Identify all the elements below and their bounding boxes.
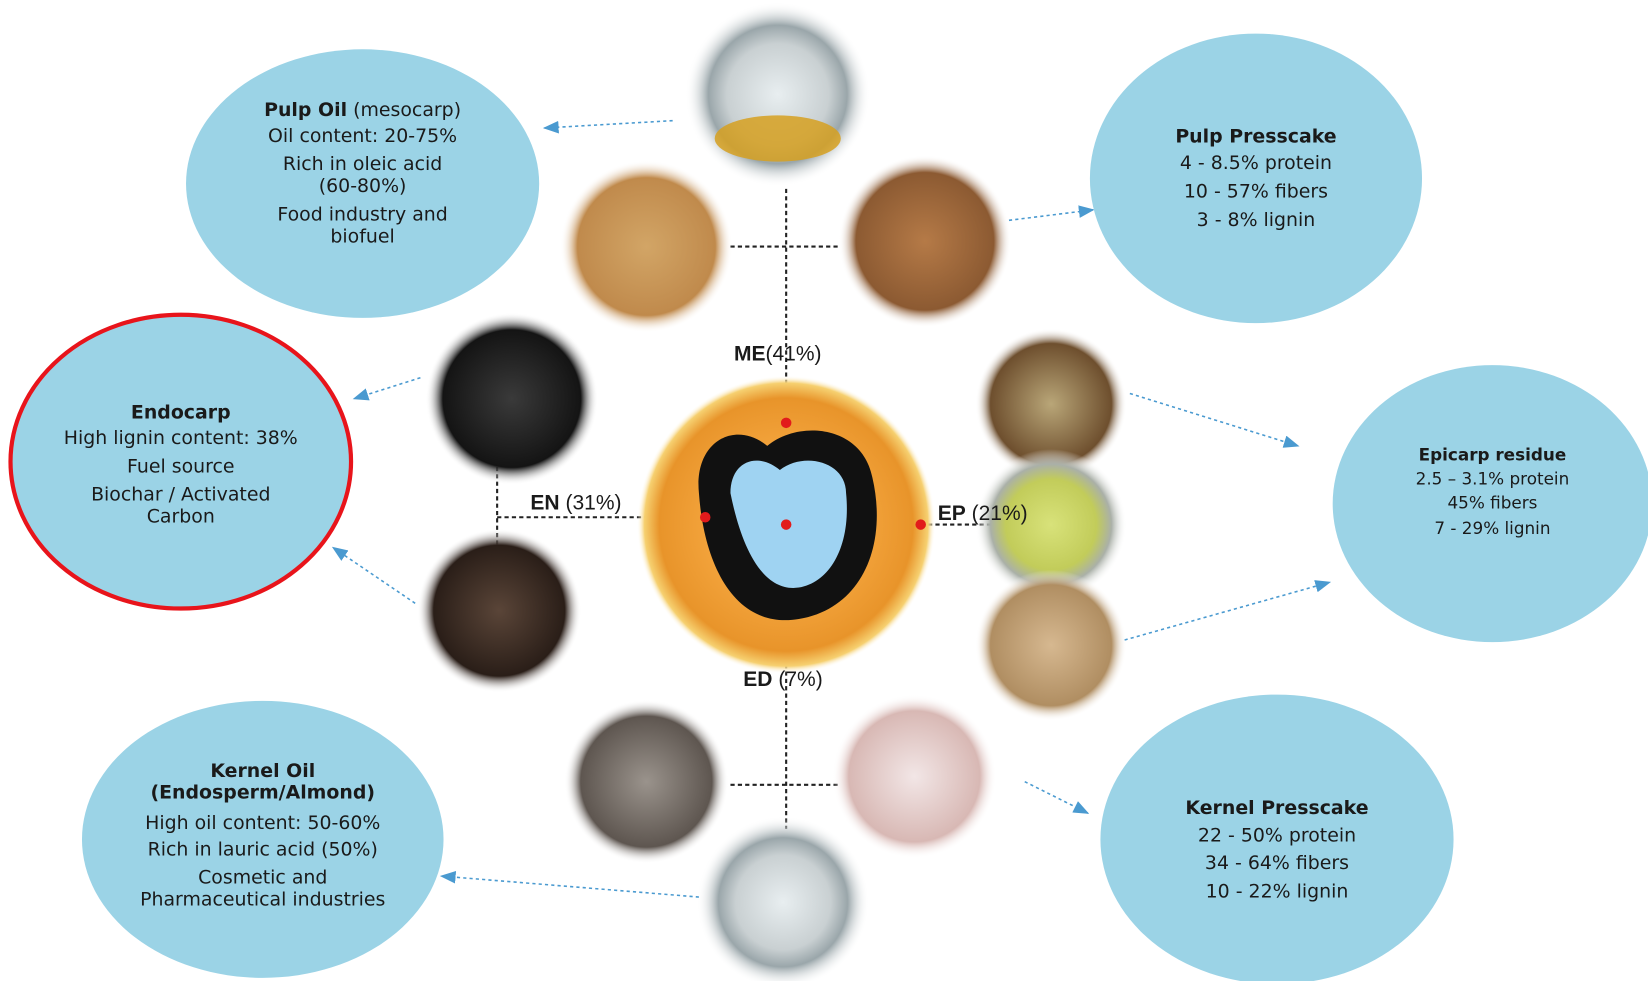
title: Pulp Presscake xyxy=(1175,125,1336,147)
bubble xyxy=(81,700,444,978)
bubble-line: biofuel xyxy=(330,226,394,248)
part-label: ME(41%) xyxy=(734,342,822,365)
bubble-line: 3 - 8% lignin xyxy=(1197,209,1316,231)
part-share: (31%) xyxy=(565,491,621,514)
photo-epicarp-extract xyxy=(975,449,1127,601)
part-abbr: ED xyxy=(743,667,772,690)
photo-kernel-oil xyxy=(696,816,870,981)
arrow xyxy=(542,119,673,134)
bubble-title: Kernel Presscake xyxy=(1185,796,1368,818)
photo-pulp xyxy=(560,160,733,333)
dot xyxy=(915,519,926,530)
bubble-line: High lignin content: 38% xyxy=(64,427,298,449)
part-abbr: EP xyxy=(938,502,966,525)
photos xyxy=(417,2,1127,981)
arrow xyxy=(1129,392,1300,448)
photo-fiber xyxy=(975,569,1127,721)
oil xyxy=(714,115,841,162)
arrow xyxy=(439,870,699,898)
title-note: (mesocarp) xyxy=(353,99,461,121)
bubble-title: Pulp Oil (mesocarp) xyxy=(264,99,461,121)
arrow xyxy=(331,546,416,604)
bubble-line: Fuel source xyxy=(127,455,235,477)
photo-shell xyxy=(417,528,582,693)
bubble-line: Pharmaceutical industries xyxy=(140,889,385,911)
photo-epicarp xyxy=(975,328,1127,480)
fruit xyxy=(636,375,936,674)
bubble-line: 34 - 64% fibers xyxy=(1205,852,1349,874)
bubble xyxy=(186,49,540,318)
bubble-line: 4 - 8.5% protein xyxy=(1180,152,1332,174)
part-label: EN (31%) xyxy=(530,491,621,514)
photo-presscake xyxy=(838,155,1012,328)
part-abbr: ME xyxy=(734,342,766,365)
bubble-line: 2.5 – 3.1% protein xyxy=(1416,468,1570,488)
bubble-line: 10 - 22% lignin xyxy=(1206,880,1349,902)
bubble-line: 22 - 50% protein xyxy=(1198,825,1356,847)
bubble xyxy=(1100,694,1454,981)
part-abbr: EN xyxy=(530,491,559,514)
bubble-subtitle: (Endosperm/Almond) xyxy=(150,782,375,804)
bubble xyxy=(1332,365,1648,643)
title: Epicarp residue xyxy=(1419,444,1567,464)
bubble-line: (60-80%) xyxy=(319,175,407,197)
bubble-line: Rich in oleic acid xyxy=(283,153,442,175)
bubble-line: Biochar / Activated xyxy=(91,484,270,506)
bubble xyxy=(8,312,354,611)
photo-kernel xyxy=(564,699,729,864)
bubble-title: Pulp Presscake xyxy=(1175,125,1336,147)
bubble-line: Food industry and xyxy=(277,204,447,226)
bubble-line: Cosmetic and xyxy=(198,867,327,889)
part-labels: ME(41%) EN (31%) EP (21%) ED (7%) xyxy=(530,342,1027,690)
bubble-line: High oil content: 50-60% xyxy=(145,812,380,834)
part-label: EP (21%) xyxy=(938,502,1028,525)
dot xyxy=(699,512,711,523)
part-share: (41%) xyxy=(765,342,821,365)
bubble-line: Carbon xyxy=(147,506,215,528)
title: Pulp Oil xyxy=(264,99,347,121)
arrow xyxy=(352,376,421,401)
bubble-title: Kernel Oil xyxy=(210,760,315,782)
arrow xyxy=(1008,205,1095,222)
bubble-title: Epicarp residue xyxy=(1419,444,1567,464)
bubble xyxy=(1089,33,1423,324)
title: Kernel Presscake xyxy=(1185,796,1368,818)
bubble-line: Oil content: 20-75% xyxy=(268,125,457,147)
title: Endocarp xyxy=(131,401,231,423)
bubble-line: Rich in lauric acid (50%) xyxy=(148,838,378,860)
dot xyxy=(780,519,792,530)
bubbles: Pulp Oil (mesocarp) Oil content: 20-75% Ri… xyxy=(8,33,1648,981)
photo-endocarp xyxy=(425,312,599,485)
part-share: (7%) xyxy=(778,667,822,690)
arrow xyxy=(1024,780,1090,814)
bubble-line: 45% fibers xyxy=(1447,493,1537,513)
part-share: (21%) xyxy=(972,502,1028,525)
bubble-line: 7 - 29% lignin xyxy=(1434,518,1550,538)
bubble-line: 10 - 57% fibers xyxy=(1184,181,1328,203)
arrow xyxy=(1124,580,1332,641)
part-label: ED (7%) xyxy=(743,667,822,690)
title: Kernel Oil xyxy=(210,760,315,782)
bubble-title: Endocarp xyxy=(131,401,231,423)
dot xyxy=(780,417,792,429)
photo-kernel-cake xyxy=(832,694,997,859)
